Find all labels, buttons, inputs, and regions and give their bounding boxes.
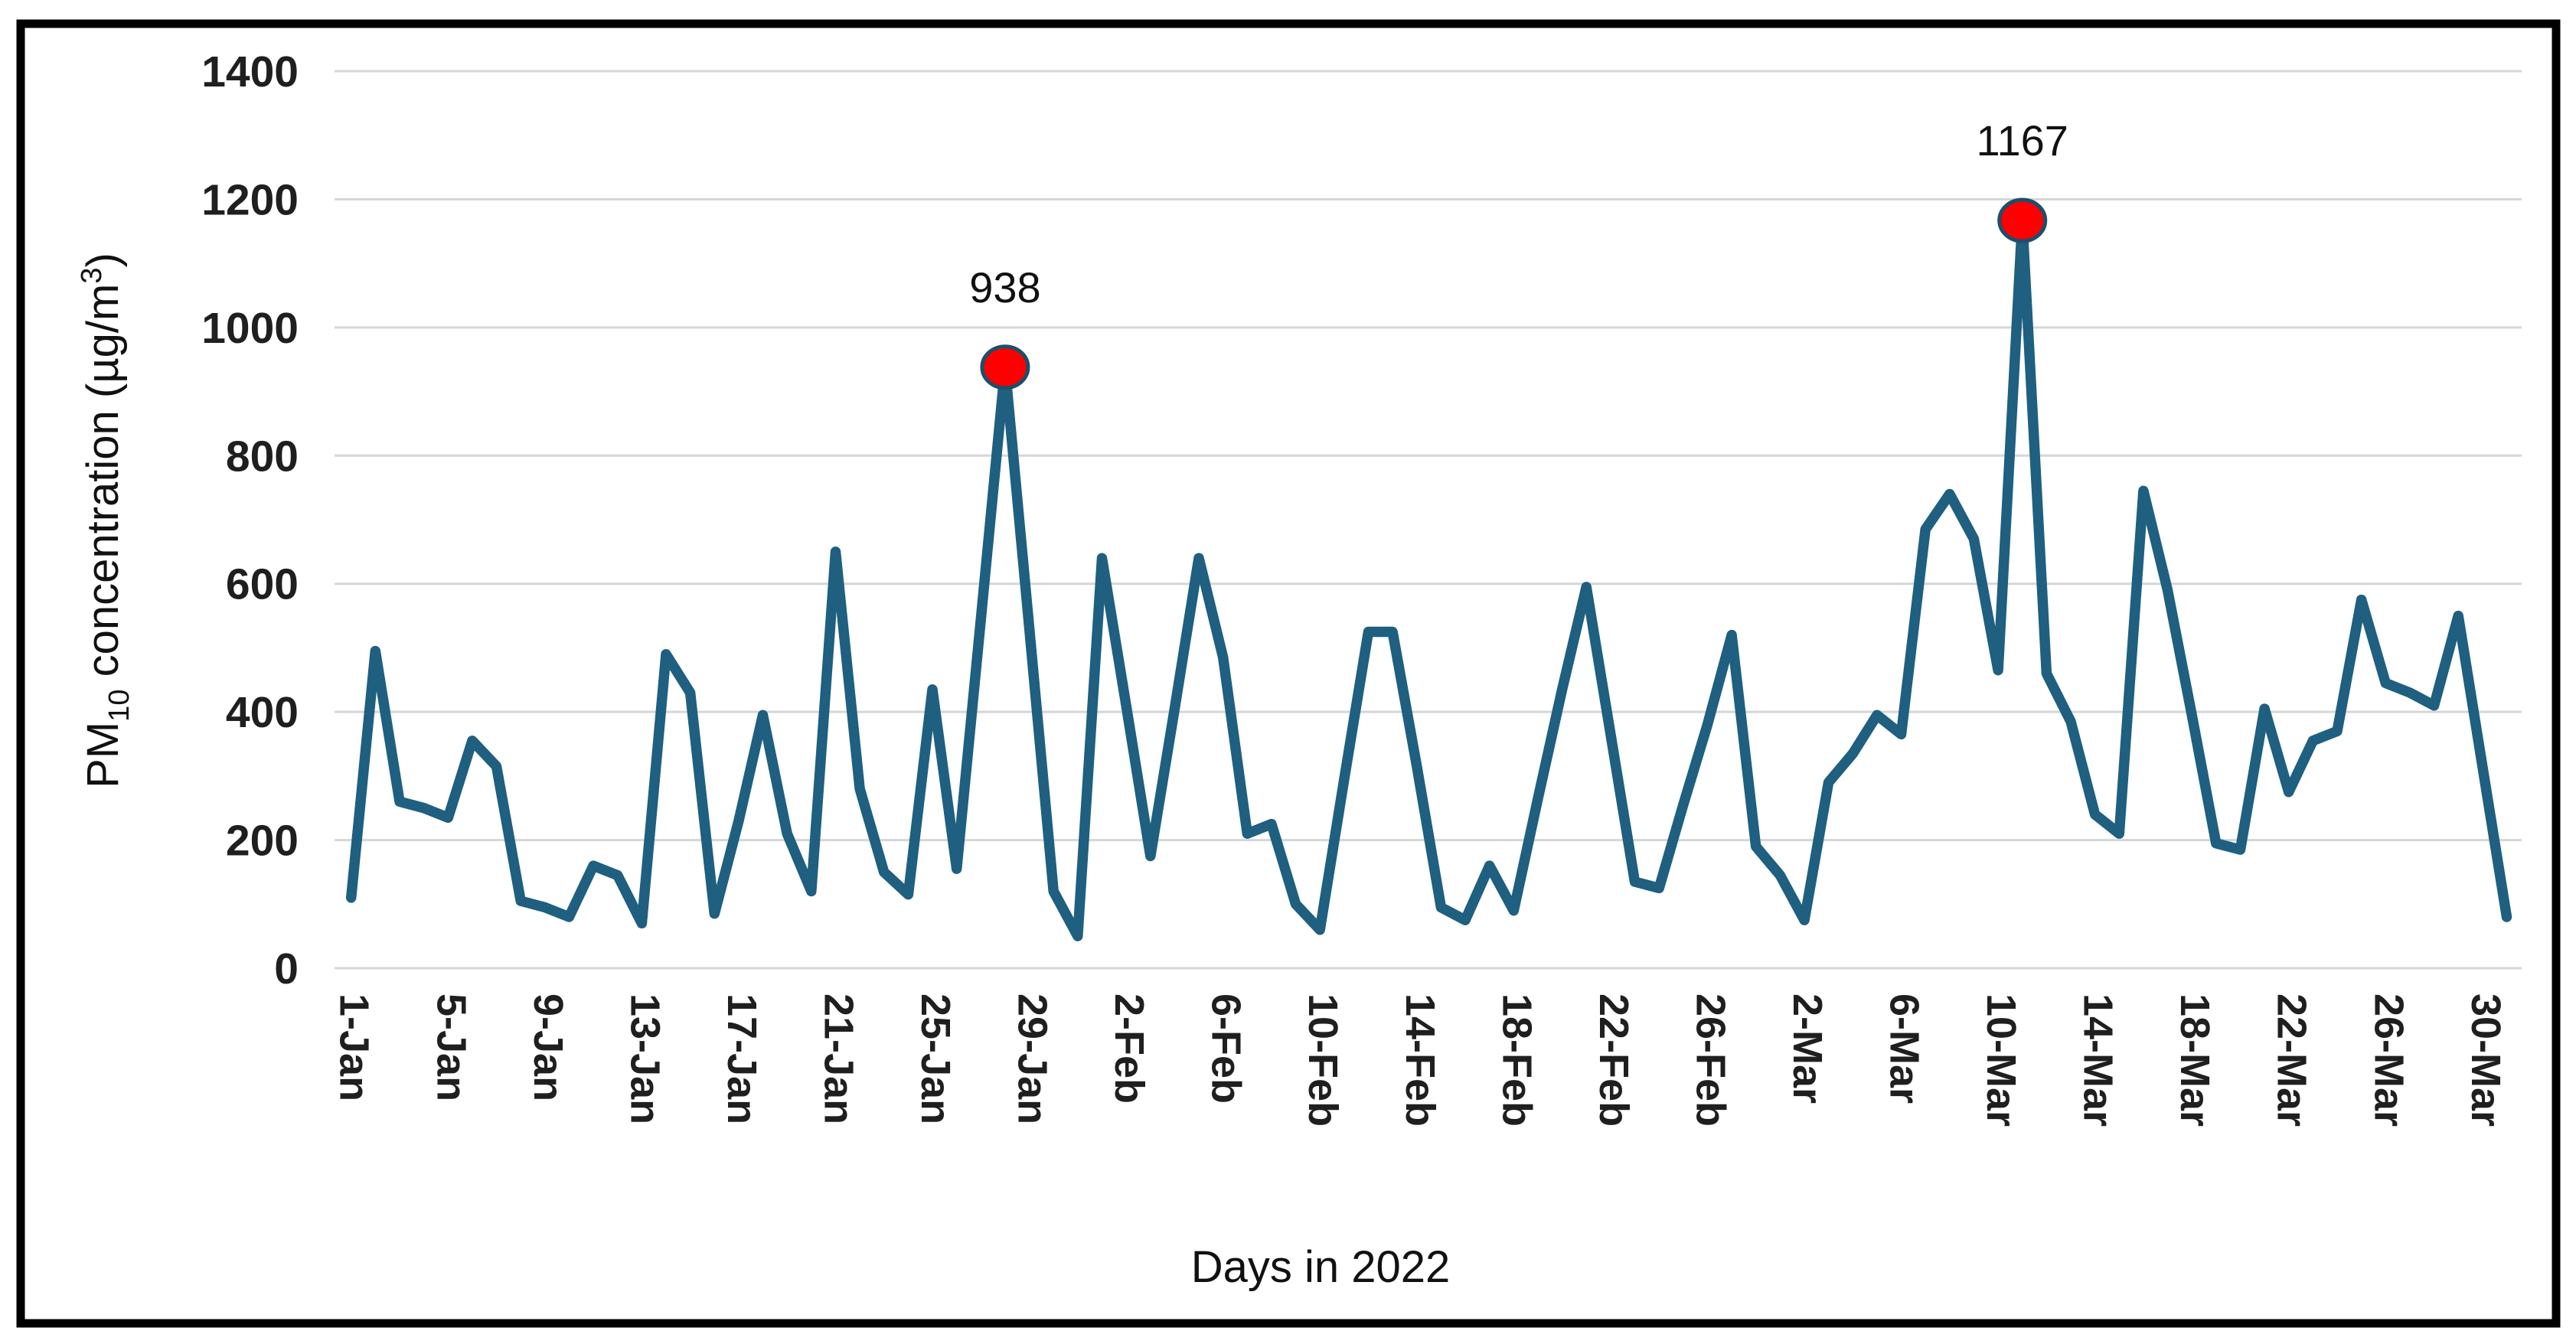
y-tick-label: 1200: [201, 175, 299, 224]
y-tick-label: 1000: [201, 304, 299, 353]
peak-marker: [1997, 197, 2048, 243]
x-tick-label: 17-Jan: [719, 993, 765, 1124]
x-axis-tick-labels: 1-Jan 5-Jan 9-Jan 13-Jan 17-Jan 21-Jan 25-Jan 2…: [331, 993, 2509, 1127]
x-tick-label: 5-Jan: [428, 993, 474, 1101]
x-axis-title: Days in 2022: [1191, 1242, 1451, 1292]
x-tick-label: 13-Jan: [622, 993, 668, 1124]
y-tick-label: 800: [226, 432, 299, 481]
data-series: [345, 215, 2512, 941]
x-tick-label: 26-Mar: [2365, 993, 2411, 1127]
y-axis-title: PM10 concentration (µg/m3): [76, 253, 135, 788]
x-tick-label: 26-Feb: [1687, 993, 1733, 1127]
x-tick-label: 25-Jan: [913, 993, 958, 1124]
pm10-series-line: [345, 215, 2512, 941]
x-tick-label: 2-Feb: [1106, 993, 1152, 1104]
x-tick-label: 2-Mar: [1784, 993, 1830, 1104]
peak-annotations: 938 1167: [969, 116, 2068, 390]
x-tick-label: 14-Mar: [2075, 993, 2121, 1127]
figure-border: [16, 19, 2561, 1328]
x-tick-label: 10-Mar: [1978, 993, 2024, 1127]
x-tick-label: 14-Feb: [1397, 993, 1443, 1127]
x-tick-label: 21-Jan: [815, 993, 861, 1124]
x-tick-label: 29-Jan: [1010, 993, 1056, 1124]
x-tick-label: 22-Mar: [2269, 993, 2315, 1127]
y-tick-label: 600: [226, 560, 299, 609]
x-tick-label: 18-Feb: [1494, 993, 1539, 1127]
y-tick-label: 400: [226, 688, 299, 737]
x-tick-label: 1-Jan: [331, 993, 377, 1101]
x-tick-label: 6-Feb: [1203, 993, 1249, 1104]
peak-value-label: 1167: [1977, 116, 2068, 165]
peak-marker: [980, 344, 1030, 390]
y-tick-label: 1400: [201, 47, 299, 96]
peak-value-label: 938: [969, 263, 1040, 312]
x-tick-label: 6-Mar: [1882, 993, 1928, 1104]
x-tick-label: 10-Feb: [1300, 993, 1346, 1127]
y-tick-label: 0: [274, 944, 299, 993]
x-tick-label: 18-Mar: [2172, 993, 2218, 1127]
y-axis-tick-labels: 0 200 400 600 800 1000 1200 1400: [201, 47, 299, 993]
x-tick-label: 22-Feb: [1591, 993, 1637, 1127]
x-tick-label: 9-Jan: [525, 993, 571, 1101]
gridlines: [335, 70, 2522, 970]
x-tick-label: 30-Mar: [2463, 993, 2509, 1127]
y-tick-label: 200: [226, 817, 299, 866]
